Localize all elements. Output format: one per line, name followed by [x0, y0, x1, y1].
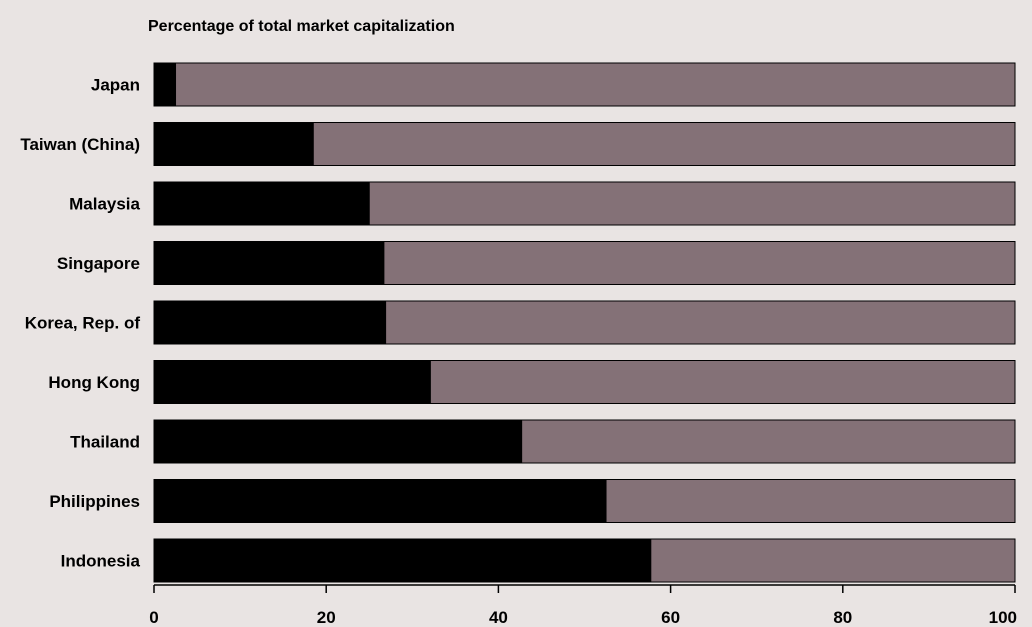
- bar-thailand-segment-1: [153, 419, 523, 464]
- bar-indonesia-segment-2: [650, 538, 1016, 583]
- category-label-philippines: Philippines: [49, 492, 140, 511]
- bar-japan-segment-2: [175, 62, 1016, 107]
- category-labels: Japan Taiwan (China) Malaysia Singapore Kore…: [20, 76, 140, 571]
- bar-indonesia-segment-1: [153, 538, 652, 583]
- bar-taiwan-china-segment-2: [312, 122, 1016, 166]
- bars-layer: [153, 62, 1016, 583]
- x-tick-label-100: 100: [989, 608, 1017, 627]
- category-label-singapore: Singapore: [57, 254, 140, 273]
- x-tick-label-40: 40: [489, 608, 508, 627]
- category-label-indonesia: Indonesia: [61, 552, 141, 571]
- x-axis: 0 20 40 60 80 100: [149, 584, 1017, 627]
- x-tick-label-80: 80: [833, 608, 852, 627]
- bar-hong-kong-segment-1: [153, 360, 431, 404]
- bar-singapore-segment-2: [383, 241, 1016, 285]
- bar-japan-segment-1: [153, 62, 177, 107]
- bar-singapore-segment-1: [153, 241, 385, 285]
- category-label-hong-kong: Hong Kong: [48, 373, 140, 392]
- bar-hong-kong-segment-2: [429, 360, 1016, 404]
- bar-philippines-segment-2: [605, 479, 1016, 523]
- category-label-taiwan-china: Taiwan (China): [20, 135, 140, 154]
- category-label-malaysia: Malaysia: [69, 195, 140, 214]
- bar-philippines-segment-1: [153, 479, 607, 523]
- x-tick-label-20: 20: [317, 608, 336, 627]
- chart-title: Percentage of total market capitalizatio…: [148, 18, 455, 35]
- bar-taiwan-china-segment-1: [153, 122, 314, 166]
- x-tick-label-60: 60: [661, 608, 680, 627]
- bar-thailand-segment-2: [521, 419, 1016, 464]
- bar-malaysia-segment-2: [368, 181, 1016, 226]
- category-label-korea-rep-of: Korea, Rep. of: [25, 314, 141, 333]
- bar-korea-rep-of-segment-1: [153, 300, 387, 345]
- x-tick-label-0: 0: [149, 608, 158, 627]
- bar-malaysia-segment-1: [153, 181, 370, 226]
- bar-korea-rep-of-segment-2: [385, 300, 1016, 345]
- category-label-japan: Japan: [91, 76, 140, 95]
- category-label-thailand: Thailand: [70, 433, 140, 452]
